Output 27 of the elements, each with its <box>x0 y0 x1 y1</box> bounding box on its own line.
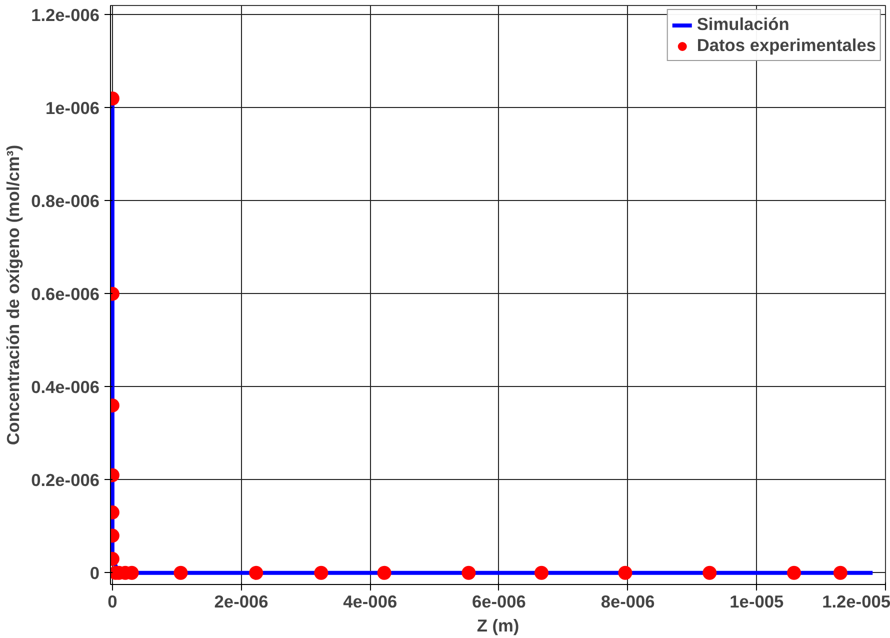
y-tick-label: 1e-006 <box>46 98 100 118</box>
point <box>377 566 392 580</box>
y-tick-label: 0 <box>90 562 100 583</box>
x-tick-label: 4e-006 <box>343 592 398 612</box>
point <box>249 566 264 580</box>
legend-label: Datos experimentales <box>696 35 876 56</box>
y-tick-label: 0.8e-006 <box>31 190 100 211</box>
legend-label: Simulación <box>696 14 790 35</box>
y-tick-label: 0.4e-006 <box>31 376 100 397</box>
point <box>314 566 328 580</box>
x-tick-label: 6e-006 <box>472 592 526 612</box>
x-tick-label: 8e-006 <box>600 592 656 612</box>
x-tick-label: 1e-005 <box>730 592 784 612</box>
point <box>787 566 802 580</box>
x-axis-title: Z (m) <box>476 616 520 636</box>
y-tick-label: 1.2e-006 <box>31 4 100 25</box>
point <box>534 566 548 580</box>
y-axis-title: Concentración de oxígeno (mol/cm³) <box>3 144 24 446</box>
y-tick-label: 0.2e-006 <box>31 470 100 490</box>
point <box>462 566 476 580</box>
x-tick-label: 1.2e-005 <box>822 592 890 612</box>
point <box>833 566 848 580</box>
y-tick-label: 0.6e-006 <box>31 284 100 304</box>
x-tick-label: 0 <box>108 592 118 612</box>
x-tick-label: 2e-006 <box>214 592 269 612</box>
point <box>618 566 632 580</box>
point <box>702 566 717 580</box>
